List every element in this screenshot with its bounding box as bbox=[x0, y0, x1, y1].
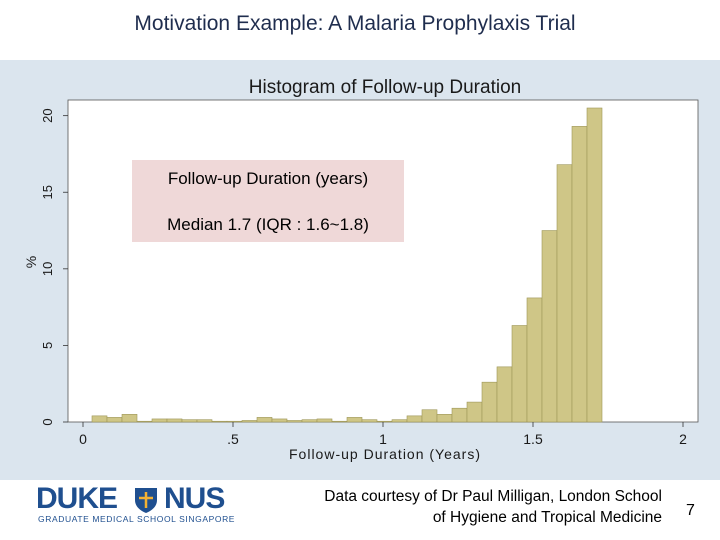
y-tick-label-3: 15 bbox=[40, 185, 55, 199]
annotation-line-2: Median 1.7 (IQR : 1.6~1.8) bbox=[167, 215, 369, 234]
page-number: 7 bbox=[686, 502, 695, 519]
histogram-bar-29 bbox=[526, 297, 543, 423]
annotation-box: Follow-up Duration (years) Median 1.7 (I… bbox=[132, 160, 404, 242]
x-tick-label-3: 1.5 bbox=[523, 431, 543, 447]
y-tick-label-1: 5 bbox=[40, 342, 55, 349]
logo-tagline: GRADUATE MEDICAL SCHOOL SINGAPORE bbox=[38, 514, 236, 524]
y-tick-label-0: 0 bbox=[40, 418, 55, 425]
histogram-bar-13 bbox=[286, 420, 303, 423]
credit-line-2: of Hygiene and Tropical Medicine bbox=[432, 509, 662, 526]
histogram-bar-28 bbox=[511, 325, 528, 423]
histogram-bar-1 bbox=[106, 417, 123, 423]
annotation-line-1: Follow-up Duration (years) bbox=[167, 169, 369, 188]
x-tick-label-0: 0 bbox=[79, 431, 87, 447]
histogram-bar-23 bbox=[436, 414, 453, 423]
x-tick-label-1: .5 bbox=[227, 431, 239, 447]
histogram-bar-21 bbox=[406, 415, 423, 423]
histogram-bar-2 bbox=[121, 414, 138, 423]
histogram-bar-7 bbox=[196, 419, 213, 423]
logo-word-nus: NUS bbox=[164, 482, 225, 515]
histogram-bar-18 bbox=[361, 419, 378, 423]
histogram-bar-27 bbox=[496, 366, 513, 423]
histogram-bar-22 bbox=[421, 409, 438, 423]
histogram-bar-20 bbox=[391, 419, 408, 423]
histogram-bar-12 bbox=[271, 418, 288, 423]
histogram-bar-9 bbox=[226, 420, 243, 423]
histogram-bar-5 bbox=[166, 418, 183, 423]
y-axis: 0 5 10 15 20 bbox=[40, 108, 68, 426]
x-tick-label-4: 2 bbox=[679, 431, 687, 447]
histogram-bar-32 bbox=[571, 126, 588, 423]
x-axis-label: Follow-up Duration (Years) bbox=[289, 446, 481, 462]
chart-title: Histogram of Follow-up Duration bbox=[249, 77, 521, 98]
y-axis-label: % bbox=[23, 256, 39, 268]
credit-line-1: Data courtesy of Dr Paul Milligan, Londo… bbox=[324, 488, 662, 505]
shield-icon bbox=[135, 488, 157, 513]
histogram-bar-16 bbox=[331, 420, 348, 423]
histogram-bar-26 bbox=[481, 381, 498, 423]
histogram-bar-33 bbox=[586, 107, 603, 423]
histogram-bar-31 bbox=[556, 164, 573, 423]
histogram-bar-0 bbox=[91, 415, 108, 423]
histogram-chart: Histogram of Follow-up Duration 0 .5 1 1.5 2… bbox=[23, 77, 699, 462]
histogram-bar-19 bbox=[376, 420, 393, 423]
histogram-bar-30 bbox=[541, 230, 558, 423]
histogram-bar-10 bbox=[241, 420, 258, 423]
bars-group bbox=[91, 107, 603, 423]
plot-area bbox=[67, 99, 699, 423]
y-tick-label-4: 20 bbox=[40, 108, 55, 122]
histogram-bar-24 bbox=[451, 407, 468, 423]
histogram-bar-25 bbox=[466, 401, 483, 423]
logo-word-duke: DUKE bbox=[36, 482, 118, 515]
histogram-bar-14 bbox=[301, 419, 318, 423]
histogram-bar-3 bbox=[136, 420, 153, 423]
y-tick-label-2: 10 bbox=[40, 262, 55, 276]
slide-title: Motivation Example: A Malaria Prophylaxi… bbox=[134, 12, 576, 35]
histogram-bar-8 bbox=[211, 420, 228, 423]
x-tick-label-2: 1 bbox=[379, 431, 387, 447]
histogram-bar-15 bbox=[316, 418, 333, 423]
x-axis: 0 .5 1 1.5 2 bbox=[79, 422, 687, 447]
histogram-bar-6 bbox=[181, 419, 198, 423]
duke-nus-logo: DUKE NUS GRADUATE MEDICAL SCHOOL SINGAPO… bbox=[36, 482, 246, 525]
histogram-bar-11 bbox=[256, 417, 273, 423]
data-credit: Data courtesy of Dr Paul Milligan, Londo… bbox=[260, 486, 662, 528]
histogram-bar-17 bbox=[346, 417, 363, 423]
histogram-bar-4 bbox=[151, 418, 168, 423]
